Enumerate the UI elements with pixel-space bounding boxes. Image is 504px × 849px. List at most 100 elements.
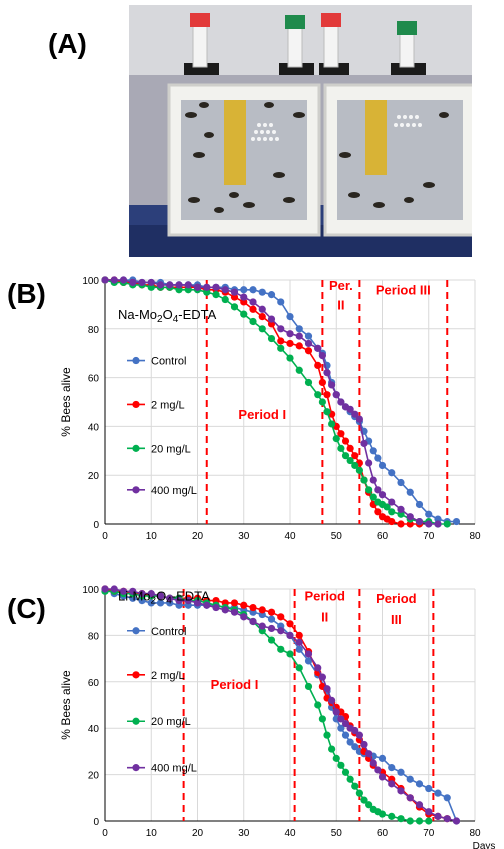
data-point <box>147 590 155 598</box>
x-tick-label: 0 <box>102 828 108 839</box>
data-point <box>337 761 345 769</box>
data-point <box>360 796 368 804</box>
data-point <box>328 696 336 704</box>
data-point <box>415 801 424 809</box>
legend-marker <box>132 764 140 772</box>
data-point <box>240 293 248 301</box>
data-point <box>341 437 350 445</box>
data-point <box>328 381 336 389</box>
data-point <box>184 597 192 605</box>
data-point <box>425 817 433 825</box>
data-point <box>230 288 239 296</box>
data-point <box>184 281 192 289</box>
data-point <box>267 608 276 616</box>
data-point <box>452 817 461 825</box>
data-point <box>277 325 285 333</box>
data-point <box>277 344 285 352</box>
data-point <box>365 459 373 467</box>
data-point <box>156 599 165 607</box>
x-tick-label: 10 <box>146 828 158 839</box>
y-axis-title: % Bees alive <box>59 670 73 740</box>
data-point <box>355 466 363 474</box>
data-point <box>341 731 350 739</box>
data-point <box>295 645 303 653</box>
data-point <box>277 627 285 635</box>
data-point <box>286 631 294 639</box>
data-point <box>397 478 405 487</box>
data-point <box>258 622 266 630</box>
y-tick-label: 0 <box>93 817 99 828</box>
data-point <box>258 606 266 614</box>
data-point <box>295 342 303 350</box>
data-point <box>369 493 377 501</box>
data-point <box>378 461 387 470</box>
data-point <box>119 587 128 595</box>
data-point <box>304 682 313 691</box>
data-point <box>434 789 442 797</box>
data-point <box>314 391 322 399</box>
data-point <box>249 317 257 326</box>
data-point <box>434 520 442 528</box>
data-point <box>295 332 303 340</box>
data-point <box>452 517 461 526</box>
data-point <box>360 439 368 448</box>
data-point <box>332 391 340 399</box>
data-point <box>240 310 248 318</box>
data-point <box>355 415 363 423</box>
legend-marker <box>132 717 140 725</box>
panel-label-c: (C) <box>7 593 46 624</box>
data-point <box>230 608 239 616</box>
data-point <box>323 731 331 739</box>
x-tick-label: 80 <box>469 531 481 542</box>
data-point <box>318 715 326 723</box>
x-tick-label: 80 <box>469 828 481 839</box>
data-point <box>397 768 405 776</box>
data-point <box>286 330 294 338</box>
legend-label: 20 mg/L <box>151 716 191 728</box>
data-point <box>365 801 373 809</box>
data-point <box>374 766 382 774</box>
data-point <box>138 278 146 287</box>
y-tick-label: 80 <box>88 325 100 336</box>
period-label: II <box>337 297 344 312</box>
data-point <box>332 754 340 762</box>
data-point <box>286 650 294 658</box>
data-point <box>304 378 313 387</box>
data-point <box>249 305 257 313</box>
data-point <box>156 281 165 289</box>
data-point <box>425 510 433 518</box>
data-point <box>286 354 294 362</box>
data-point <box>378 773 387 781</box>
y-tick-label: 20 <box>88 771 100 782</box>
data-point <box>129 278 137 287</box>
x-tick-label: 20 <box>192 531 204 542</box>
period-label: II <box>321 609 328 624</box>
data-point <box>355 731 363 739</box>
x-tick-label: 40 <box>284 828 296 839</box>
x-tick-label: 20 <box>192 828 204 839</box>
data-point <box>351 726 359 735</box>
y-tick-label: 60 <box>88 374 100 385</box>
data-point <box>286 339 294 348</box>
y-tick-label: 40 <box>88 422 100 433</box>
data-point <box>212 291 220 299</box>
legend-marker <box>132 400 140 409</box>
data-point <box>138 590 146 598</box>
data-point <box>304 332 313 340</box>
data-point <box>295 366 303 374</box>
data-point <box>378 754 387 762</box>
data-point <box>249 617 257 626</box>
y-tick-label: 0 <box>93 520 99 531</box>
data-point <box>443 815 451 823</box>
period-label: Period <box>376 591 417 606</box>
y-tick-label: 100 <box>82 585 99 596</box>
data-point <box>314 344 322 352</box>
bee-cage-photo <box>129 5 472 257</box>
data-point <box>369 447 377 455</box>
data-point <box>323 391 331 399</box>
data-point <box>119 276 128 284</box>
data-point <box>221 295 229 304</box>
data-point <box>406 817 414 825</box>
data-point <box>346 775 354 783</box>
data-point <box>365 750 373 758</box>
